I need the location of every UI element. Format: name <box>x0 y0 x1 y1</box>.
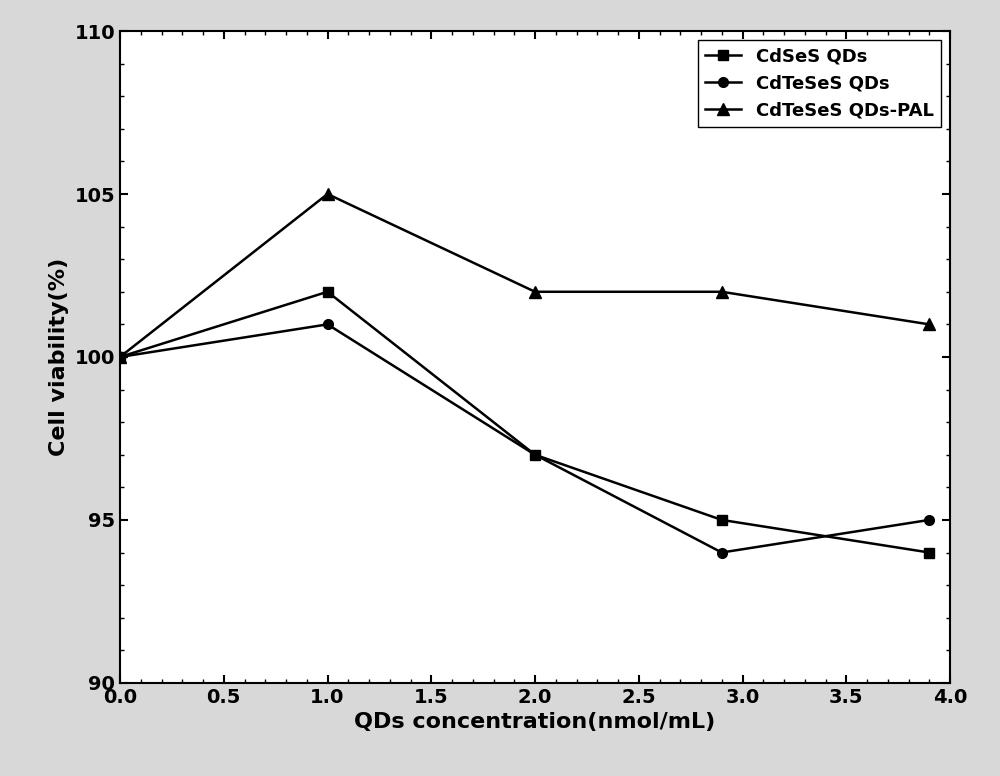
CdSeS QDs <box>529 450 541 459</box>
CdTeSeS QDs <box>716 548 728 557</box>
CdSeS QDs <box>114 352 126 362</box>
CdSeS QDs <box>716 515 728 525</box>
CdTeSeS QDs-PAL <box>923 320 935 329</box>
Legend: CdSeS QDs, CdTeSeS QDs, CdTeSeS QDs-PAL: CdSeS QDs, CdTeSeS QDs, CdTeSeS QDs-PAL <box>698 40 941 126</box>
CdTeSeS QDs <box>923 515 935 525</box>
Line: CdTeSeS QDs-PAL: CdTeSeS QDs-PAL <box>114 189 935 362</box>
CdTeSeS QDs-PAL <box>529 287 541 296</box>
CdTeSeS QDs <box>322 320 334 329</box>
CdSeS QDs <box>322 287 334 296</box>
Y-axis label: Cell viability(%): Cell viability(%) <box>49 258 69 456</box>
CdSeS QDs <box>923 548 935 557</box>
X-axis label: QDs concentration(nmol/mL): QDs concentration(nmol/mL) <box>354 712 716 733</box>
CdTeSeS QDs-PAL <box>322 189 334 199</box>
Line: CdSeS QDs: CdSeS QDs <box>115 287 934 557</box>
CdTeSeS QDs-PAL <box>716 287 728 296</box>
CdTeSeS QDs-PAL <box>114 352 126 362</box>
Line: CdTeSeS QDs: CdTeSeS QDs <box>115 320 934 557</box>
CdTeSeS QDs <box>114 352 126 362</box>
CdTeSeS QDs <box>529 450 541 459</box>
